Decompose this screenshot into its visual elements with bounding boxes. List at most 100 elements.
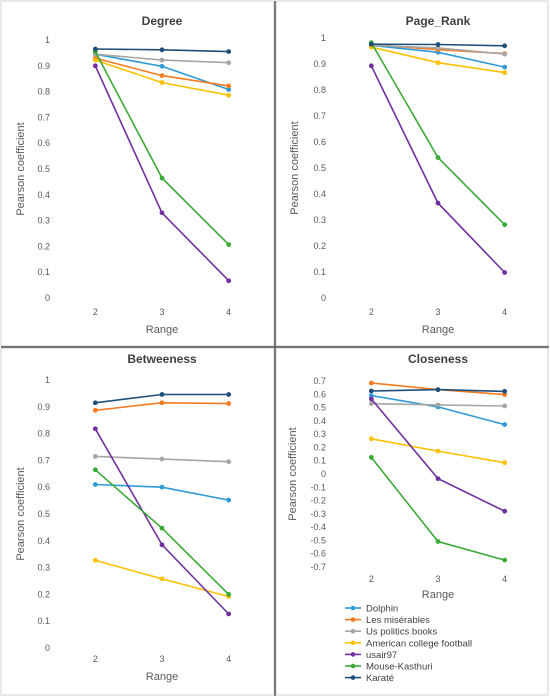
data-point <box>368 388 374 394</box>
data-point <box>92 467 98 473</box>
data-point <box>159 210 165 216</box>
series-karate <box>92 46 232 55</box>
legend-item-us-politics-books: Us politics books <box>345 627 438 638</box>
chart-title: Page_Rank <box>406 14 471 28</box>
y-tick-label: 0.6 <box>37 482 50 492</box>
x-tick-label: 2 <box>369 307 374 317</box>
data-point <box>159 63 165 69</box>
legend-label: Karaté <box>366 673 394 684</box>
y-tick-label: -0.3 <box>310 509 326 519</box>
data-point <box>502 70 508 75</box>
legend-item-les-miserables: Les misérables <box>345 615 430 626</box>
x-tick-label: 4 <box>226 654 231 664</box>
chart-page-rank: Page_Rank 0 0.1 0.2 0.3 0.4 0.5 0.6 0.7 0.8 0.9 1 2 3… <box>289 14 507 336</box>
data-point <box>159 175 165 181</box>
y-tick-label: 0.6 <box>37 138 50 148</box>
data-point <box>159 525 165 531</box>
y-tick-label: 0.3 <box>313 215 326 225</box>
series-us-politics-books <box>92 453 232 465</box>
data-point <box>159 400 165 406</box>
y-tick-label: 0 <box>321 293 326 303</box>
data-point <box>226 49 232 55</box>
y-tick-label: 0.1 <box>313 456 326 466</box>
y-tick-label: 0.1 <box>37 267 50 277</box>
data-point <box>159 80 165 85</box>
data-point <box>92 46 98 52</box>
y-tick-label: 0.5 <box>313 403 326 413</box>
data-point <box>368 454 374 460</box>
data-point <box>92 557 98 563</box>
data-point <box>92 453 98 459</box>
data-point <box>435 387 441 393</box>
x-axis-label: Range <box>422 324 454 336</box>
series-karate <box>368 387 508 394</box>
data-point <box>502 222 508 228</box>
legend-label: usair97 <box>366 650 397 661</box>
series-american-college-football <box>368 44 508 75</box>
y-tick-label: 0.8 <box>37 429 50 439</box>
data-point <box>226 83 232 89</box>
x-tick-label: 3 <box>435 307 440 317</box>
y-tick-label: 0.2 <box>313 442 326 452</box>
data-point <box>435 42 441 47</box>
legend-item-usair97: usair97 <box>345 650 397 661</box>
panel-frame-betweeness <box>0 347 275 696</box>
y-tick-label: -0.5 <box>310 535 326 545</box>
data-point <box>502 508 508 514</box>
y-tick-label: 0.5 <box>37 164 50 174</box>
data-point <box>435 45 441 51</box>
data-point <box>435 402 441 408</box>
y-tick-label: 0.7 <box>37 112 50 122</box>
y-tick-label: 0.8 <box>313 85 326 95</box>
chart-betweeness: Betweeness 0 0.1 0.2 0.3 0.4 0.5 0.6 0.7 0.8 0.9 1 2… <box>15 352 231 683</box>
y-tick-label: 0.9 <box>37 61 50 71</box>
data-point <box>502 388 508 394</box>
series-mouse-kasthuri <box>92 467 232 597</box>
y-tick-label: 0.9 <box>313 59 326 69</box>
legend-label: Us politics books <box>366 627 438 638</box>
legend-swatch-marker <box>350 640 356 646</box>
data-point <box>435 448 441 454</box>
data-point <box>368 41 374 47</box>
y-tick-label: 0.4 <box>313 416 326 426</box>
legend-swatch-marker <box>350 617 356 622</box>
data-point <box>368 63 374 69</box>
chart-closeness: Closeness 0.7 0.6 0.5 0.4 0.3 0.2 0.1 0 -0.1 -0.2 -… <box>287 352 507 601</box>
data-point <box>226 87 232 92</box>
y-tick-label: -0.4 <box>310 522 326 532</box>
data-point <box>159 57 165 63</box>
chart-title: Degree <box>142 14 183 28</box>
y-axis-label: Pearson coefficient <box>15 467 27 560</box>
data-point <box>226 459 232 465</box>
data-point <box>502 557 508 563</box>
x-axis-label: Range <box>146 324 178 336</box>
legend-label: Dolphin <box>366 604 398 615</box>
series-karate <box>368 41 508 49</box>
data-point <box>92 63 98 69</box>
y-tick-label: 1 <box>45 35 50 45</box>
data-point <box>368 436 374 442</box>
data-point <box>502 43 508 49</box>
y-tick-label: 0.6 <box>313 137 326 147</box>
series-usair97 <box>368 396 508 514</box>
x-axis-label: Range <box>422 589 454 601</box>
data-point <box>502 270 508 275</box>
data-point <box>226 92 232 98</box>
data-point <box>435 476 441 482</box>
x-tick-label: 2 <box>369 574 374 584</box>
x-tick-label: 4 <box>502 574 507 584</box>
data-point <box>435 155 441 161</box>
y-tick-label: -0.2 <box>310 496 326 506</box>
data-point <box>159 456 165 462</box>
legend-label: American college football <box>366 638 472 649</box>
y-tick-label: 0 <box>321 469 326 479</box>
x-tick-label: 2 <box>93 307 98 317</box>
data-point <box>159 576 165 582</box>
panel-frame-page-rank <box>275 0 549 347</box>
data-point <box>159 392 165 397</box>
y-tick-label: 0.4 <box>37 190 50 200</box>
data-point <box>159 542 165 548</box>
chart-title: Betweeness <box>127 352 197 366</box>
series-usair97 <box>368 63 508 275</box>
